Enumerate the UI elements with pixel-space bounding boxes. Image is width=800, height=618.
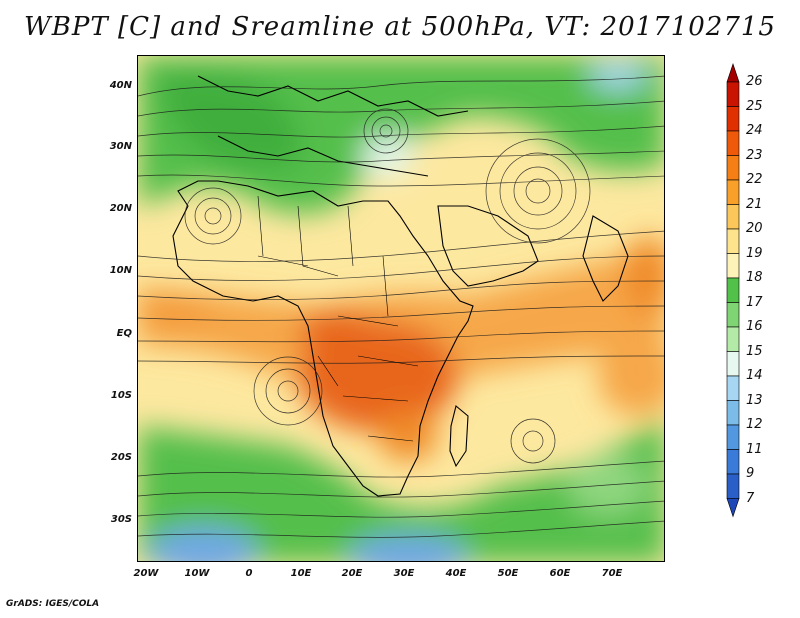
colorbar-level-label: 14	[746, 368, 763, 383]
colorbar-block	[726, 277, 740, 303]
colorbar-block	[726, 81, 740, 107]
colorbar-block	[726, 400, 740, 426]
lat-label-10n: 10N	[109, 265, 132, 276]
lat-label-40n: 40N	[109, 80, 132, 91]
lon-label-40e: 40E	[445, 568, 467, 579]
colorbar-level-label: 22	[746, 172, 763, 187]
lon-label-50e: 50E	[497, 568, 519, 579]
colorbar-level-label: 16	[746, 319, 763, 334]
colorbar-block	[726, 351, 740, 377]
lat-label-20s: 20S	[110, 452, 132, 463]
map-panel	[137, 55, 665, 562]
lat-label-30n: 30N	[109, 141, 132, 152]
lat-label-eq: EQ	[116, 328, 132, 339]
india-coastline	[582, 215, 629, 302]
lon-label-0: 0	[245, 568, 253, 579]
lon-label-10w: 10W	[184, 568, 210, 579]
map-canvas	[138, 56, 664, 561]
colorbar-level-label: 26	[746, 74, 763, 89]
lat-label-20n: 20N	[109, 203, 132, 214]
lon-label-30e: 30E	[393, 568, 415, 579]
colorbar-level-label: 7	[746, 490, 755, 506]
colorbar-level-label: 11	[746, 441, 763, 457]
colorbar-level-label: 24	[746, 123, 763, 138]
lon-label-20w: 20W	[133, 568, 159, 579]
colorbar-level-label: 17	[746, 294, 763, 310]
colorbar-level-label: 20	[746, 221, 763, 236]
colorbar-block	[726, 155, 740, 181]
colorbar-arrow-top	[726, 63, 740, 83]
streamlines	[138, 75, 664, 538]
colorbar-level-label: 19	[746, 245, 763, 261]
colorbar-block	[726, 473, 740, 499]
europe-coastline	[197, 75, 469, 117]
colorbar-level-label: 12	[746, 417, 763, 432]
colorbar-block	[726, 130, 740, 156]
chart-title: WBPT [C] and Sreamline at 500hPa, VT: 20…	[24, 12, 776, 42]
lat-label-10s: 10S	[110, 390, 132, 401]
arabia-coastline	[437, 205, 539, 287]
colorbar-level-label: 25	[746, 98, 763, 114]
colorbar-blocks	[726, 63, 740, 518]
colorbar-block	[726, 106, 740, 132]
colorbar-level-label: 23	[746, 147, 763, 163]
credit-text: GrADS: IGES/COLA	[6, 599, 100, 609]
med-coastline	[217, 135, 429, 177]
colorbar-block	[726, 179, 740, 205]
lon-label-10e: 10E	[290, 568, 312, 579]
colorbar-level-label: 18	[746, 270, 763, 285]
lon-label-60e: 60E	[549, 568, 571, 579]
colorbar-block	[726, 424, 740, 450]
colorbar-block	[726, 228, 740, 254]
colorbar-block	[726, 204, 740, 230]
lon-label-70e: 70E	[601, 568, 623, 579]
colorbar-block	[726, 326, 740, 352]
lat-label-30s: 30S	[110, 514, 132, 525]
colorbar-block	[726, 253, 740, 279]
colorbar-arrow-bottom	[726, 498, 740, 518]
madagascar-coastline	[449, 405, 469, 468]
lon-label-20e: 20E	[341, 568, 363, 579]
colorbar-block	[726, 449, 740, 475]
africa-coastline	[172, 180, 474, 497]
colorbar-level-label: 15	[746, 343, 763, 359]
colorbar-level-label: 9	[746, 466, 755, 481]
colorbar-block	[726, 302, 740, 328]
coastline-group	[172, 75, 629, 497]
colorbar-block	[726, 375, 740, 401]
colorbar-level-label: 21	[746, 196, 763, 212]
country-borders	[257, 195, 419, 442]
colorbar-level-label: 13	[746, 392, 763, 408]
colorbar	[726, 63, 740, 518]
